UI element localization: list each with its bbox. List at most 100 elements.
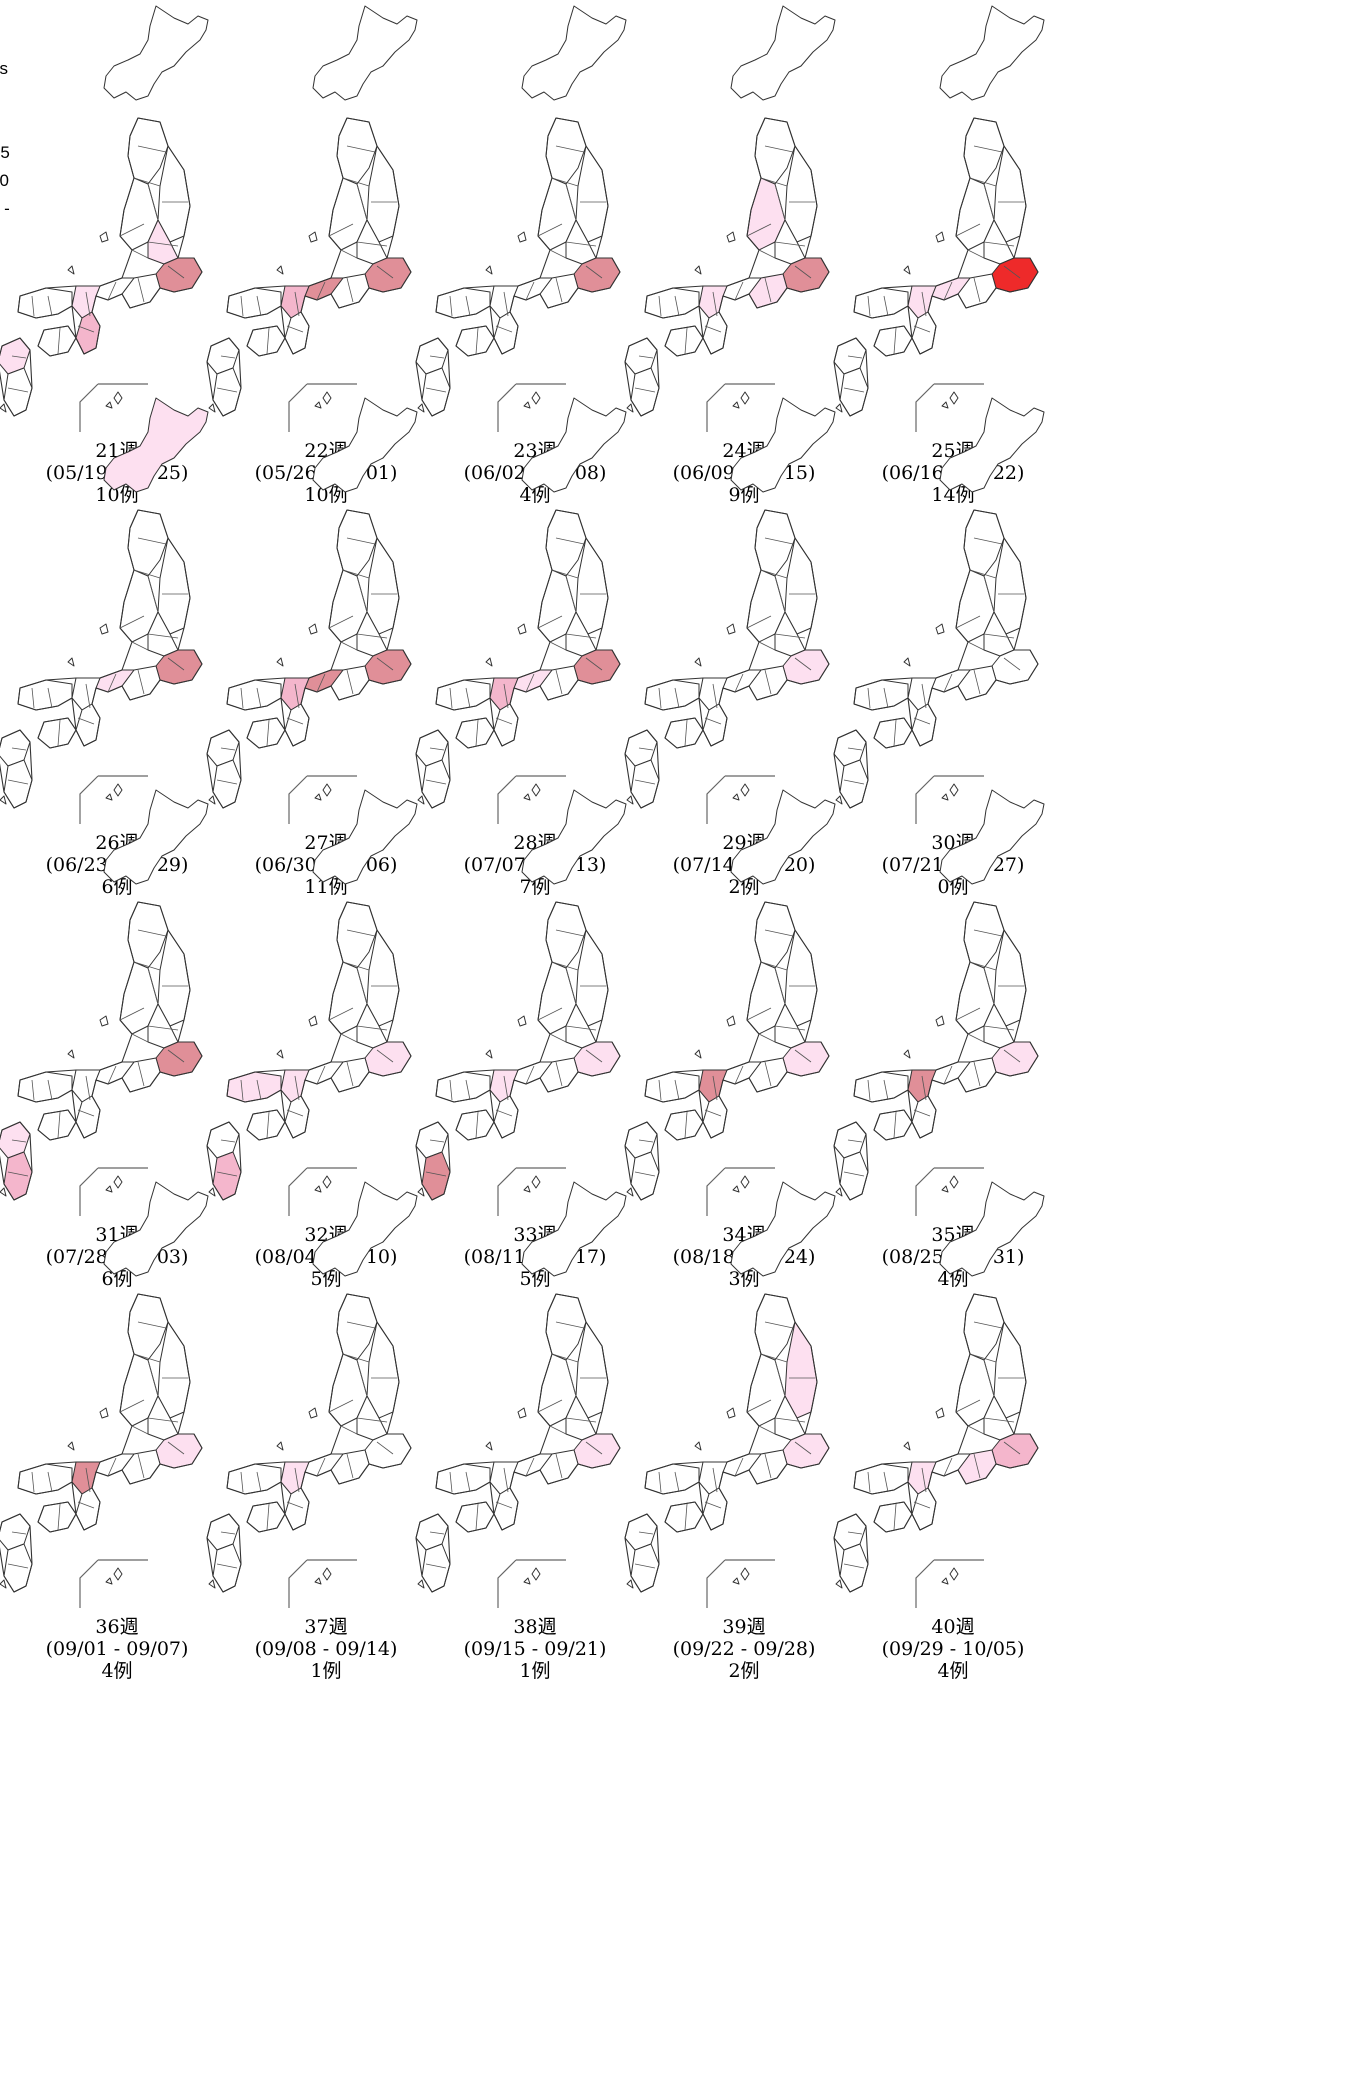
- week-case-count: 4例: [937, 1268, 969, 1290]
- prefecture-border: [883, 1079, 889, 1101]
- prefecture-border: [11, 1531, 27, 1535]
- prefecture-border: [638, 1139, 654, 1143]
- prefecture-kansai: [907, 677, 937, 711]
- prefecture-border: [712, 683, 718, 709]
- island: [276, 1441, 284, 1451]
- prefecture-border: [555, 1321, 585, 1329]
- prefecture-border: [764, 277, 772, 303]
- island: [835, 795, 843, 805]
- coastline: [624, 901, 830, 1201]
- prefecture-border: [684, 719, 688, 747]
- week-case-count: 10例: [95, 484, 139, 506]
- week-case-count: 5例: [310, 1268, 342, 1290]
- prefecture-border: [758, 249, 776, 259]
- prefecture-border: [133, 961, 161, 971]
- prefecture-border: [131, 249, 149, 259]
- prefecture-border: [537, 1399, 563, 1413]
- prefecture-border: [119, 615, 145, 629]
- island: [113, 1567, 123, 1581]
- prefecture-border: [1003, 265, 1021, 279]
- prefecture-chugoku: [435, 1463, 491, 1495]
- prefecture-border: [634, 779, 656, 785]
- prefecture-border: [465, 1079, 471, 1101]
- prefecture-border: [131, 641, 149, 651]
- island: [941, 793, 949, 801]
- week-case-count: 10例: [304, 484, 348, 506]
- coastline: [833, 117, 1039, 417]
- week-map-panel: 36週 (09/01 - 09/07) 4例: [0, 1172, 260, 1696]
- prefecture-border: [137, 669, 145, 695]
- prefecture-border: [565, 241, 597, 247]
- prefecture-border: [465, 687, 471, 709]
- prefecture-border: [356, 633, 388, 639]
- island: [740, 1175, 750, 1189]
- prefecture-border: [983, 183, 995, 221]
- coastline: [833, 509, 1039, 809]
- prefecture-kansai: [698, 1461, 728, 1495]
- week-date-range: (09/15 - 09/21): [463, 1638, 607, 1660]
- prefecture-border: [346, 1061, 354, 1087]
- prefecture-border: [774, 183, 786, 221]
- coastline: [624, 509, 830, 809]
- prefecture-border: [967, 641, 985, 651]
- coastline: [206, 1293, 412, 1593]
- island: [485, 657, 493, 667]
- prefecture-border: [913, 717, 931, 725]
- prefecture-border: [973, 277, 981, 303]
- prefecture-border: [969, 177, 997, 187]
- prefecture-border: [346, 669, 354, 695]
- prefecture-border: [57, 719, 61, 747]
- prefecture-border: [216, 779, 238, 785]
- prefecture-border: [85, 1075, 91, 1101]
- week-map-panel: 24週(06/09 - 06/15)9例: [615, 0, 887, 520]
- prefecture-border: [734, 1065, 744, 1085]
- island: [99, 1407, 109, 1419]
- prefecture-border: [674, 1471, 680, 1493]
- prefecture-border: [734, 281, 744, 301]
- prefecture-hokkaido: [312, 397, 418, 493]
- week-case-count: 1例: [519, 1660, 551, 1682]
- prefecture-border: [551, 177, 579, 187]
- legend-item-4: 1 -: [0, 199, 10, 218]
- week-case-count: 1例: [310, 1660, 342, 1682]
- week-caption: 40週 (09/29 - 10/05) 4例: [824, 1616, 1082, 1682]
- prefecture-border: [774, 967, 786, 1005]
- prefecture-border: [973, 929, 1003, 937]
- prefecture-border: [376, 1441, 394, 1455]
- prefecture-kansai: [907, 285, 937, 319]
- island: [531, 1175, 541, 1189]
- island: [208, 1579, 216, 1589]
- island: [0, 1579, 7, 1589]
- prefecture-border: [356, 1417, 388, 1423]
- prefecture-border: [867, 687, 871, 709]
- prefecture-border: [549, 1425, 567, 1435]
- okinawa-inset-frame: [79, 383, 148, 432]
- prefecture-border: [565, 1359, 577, 1397]
- prefecture-border: [943, 1457, 953, 1477]
- prefecture-border: [147, 967, 159, 1005]
- prefecture-hokkaido: [103, 397, 209, 493]
- prefecture-hokkaido: [521, 1181, 627, 1277]
- prefecture-border: [503, 291, 509, 317]
- prefecture-border: [7, 1171, 29, 1177]
- okinawa-inset-frame: [706, 1559, 775, 1608]
- prefecture-border: [704, 325, 722, 333]
- prefecture-border: [256, 1471, 262, 1493]
- prefecture-border: [913, 1109, 931, 1117]
- prefecture-border: [47, 687, 53, 709]
- week-map-panel: 40週 (09/29 - 10/05) 4例: [824, 1172, 1096, 1696]
- prefecture-border: [893, 327, 897, 355]
- island: [935, 623, 945, 635]
- island: [113, 783, 123, 797]
- island: [517, 1015, 527, 1027]
- week-case-count: 7例: [519, 876, 551, 898]
- legend-item-3: 10: [0, 171, 9, 190]
- week-date-range: (09/29 - 10/05): [881, 1638, 1025, 1660]
- coastline: [0, 509, 203, 809]
- prefecture-border: [340, 1033, 358, 1043]
- prefecture-hokkaido: [312, 1181, 418, 1277]
- prefecture-chugoku: [644, 287, 700, 319]
- prefecture-hokkaido: [730, 397, 836, 493]
- prefecture-border: [85, 291, 91, 317]
- prefecture-border: [11, 1139, 27, 1143]
